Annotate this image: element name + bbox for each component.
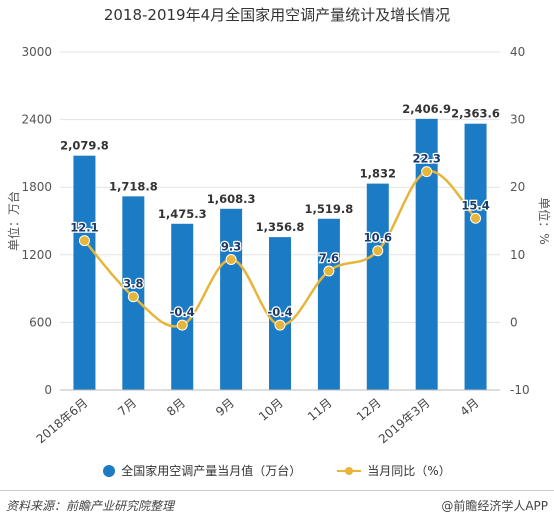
y-left-tick-label: 1800: [21, 180, 52, 194]
bar-data-label: 1,608.3: [207, 192, 256, 206]
yoy-point: [421, 166, 433, 178]
yoy-point: [127, 291, 139, 303]
y-left-tick-label: 600: [29, 315, 52, 329]
bar-data-label: 2,079.8: [60, 139, 109, 153]
x-tick-label: 8月: [164, 396, 188, 419]
chart-legend: 全国家用空调产量当月值（万台） 当月同比（%）: [0, 462, 554, 479]
y-left-axis-title: 单位：万台: [6, 191, 21, 251]
line-series: [78, 166, 482, 331]
y-right-tick-label: 0: [510, 315, 518, 329]
chart-canvas: 0 600 1200 1800 2400 3000 -10 0 10 20 30 40 单位：万台 单位：…: [6, 45, 552, 447]
line-data-label: 22.3: [412, 152, 440, 166]
footer-brand: @前瞻经济学人APP: [441, 499, 548, 513]
line-data-label: 3.8: [123, 277, 143, 291]
x-tick-label: 2018年6月: [34, 396, 91, 447]
legend-item-line[interactable]: 当月同比（%）: [337, 462, 451, 479]
bar-data-label: 2,363.6: [451, 107, 500, 121]
y-right-tick-label: -10: [510, 383, 530, 397]
x-tick-label: 4月: [457, 396, 481, 419]
bar: [269, 237, 291, 390]
legend-item-bar[interactable]: 全国家用空调产量当月值（万台）: [103, 462, 301, 479]
line-data-label: 15.4: [461, 198, 489, 212]
y-right-axis-title: 单位：%: [537, 197, 552, 244]
x-tick-label: 7月: [115, 396, 139, 419]
y-left-tick-label: 0: [44, 383, 52, 397]
yoy-point: [274, 319, 286, 331]
line-data-label: 10.6: [364, 231, 392, 245]
bar: [220, 208, 243, 390]
legend-line-label: 当月同比（%）: [367, 464, 451, 478]
line-data-label: 12.1: [70, 221, 98, 235]
bar-data-label: 1,356.8: [256, 220, 305, 234]
yoy-point: [176, 319, 188, 331]
legend-line-swatch: [337, 465, 362, 477]
bar: [464, 123, 487, 391]
line-data-label: 9.3: [221, 240, 241, 254]
y-left-tick-label: 2400: [21, 113, 52, 127]
y-right-tick-label: 20: [510, 180, 525, 194]
yoy-point: [78, 235, 90, 247]
bar: [415, 118, 438, 390]
x-tick-label: 12月: [354, 396, 384, 424]
line-data-label: 7.6: [319, 251, 339, 265]
y-right-tick-label: 40: [510, 45, 525, 59]
bar-data-label: 1,475.3: [158, 207, 207, 221]
x-tick-label: 9月: [213, 396, 237, 419]
bar-data-label: 2,406.9: [402, 102, 451, 116]
x-tick-label: 11月: [305, 396, 335, 424]
legend-bar-swatch: [103, 464, 116, 477]
line-data-label: -0.4: [267, 305, 292, 319]
y-right-tick-label: 10: [510, 248, 525, 262]
bar-data-label: 1,718.8: [109, 179, 158, 193]
bar: [366, 183, 389, 390]
bar: [73, 155, 96, 390]
bar: [171, 223, 194, 390]
yoy-point: [225, 254, 237, 266]
bar-series: [73, 118, 487, 391]
bar-data-label: 1,519.8: [305, 202, 354, 216]
x-tick-label: 2019年3月: [376, 396, 433, 447]
bar: [317, 218, 340, 390]
y-right-tick-label: 30: [510, 113, 525, 127]
yoy-point: [470, 212, 482, 224]
yoy-point: [372, 245, 384, 257]
data-labels: 2,079.8 1,718.81,475.31,608.31,356.81,519…: [60, 102, 500, 321]
line-data-label: -0.4: [170, 305, 195, 319]
footer-divider: [0, 490, 554, 491]
bar-data-label: 1,832: [360, 167, 396, 181]
y-left-tick-label: 3000: [21, 45, 52, 59]
footer-source: 资料来源：前瞻产业研究院整理: [6, 499, 175, 513]
yoy-point: [323, 265, 335, 277]
legend-bar-label: 全国家用空调产量当月值（万台）: [121, 464, 302, 478]
y-left-tick-label: 1200: [21, 248, 52, 262]
chart-title: 2018-2019年4月全国家用空调产量统计及增长情况: [103, 6, 451, 24]
x-tick-label: 10月: [256, 396, 286, 424]
